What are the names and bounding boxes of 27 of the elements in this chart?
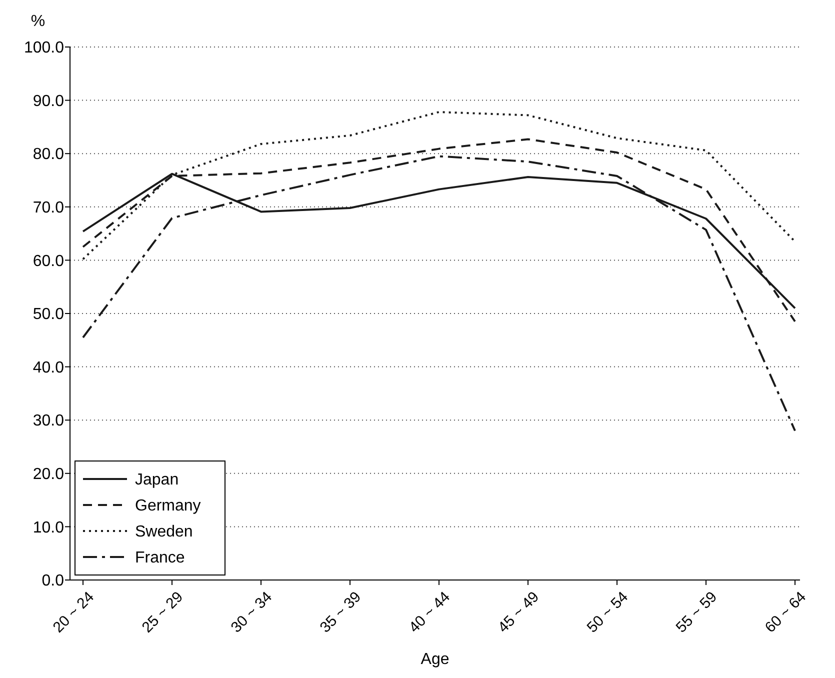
y-tick-label: 0.0 — [42, 572, 64, 590]
x-tick-label: 45 ~ 49 — [494, 588, 543, 636]
legend-label: Sweden — [135, 524, 193, 541]
x-tick-label: 20 ~ 24 — [50, 588, 98, 636]
y-tick-label: 30.0 — [32, 412, 64, 430]
y-tick-label: 60.0 — [32, 252, 64, 270]
line-series — [82, 155, 796, 432]
y-axis-title: % — [30, 13, 46, 30]
y-tick-label: 40.0 — [32, 359, 64, 376]
legend-label: France — [135, 550, 185, 567]
y-tick-label: 100.0 — [24, 40, 64, 57]
y-tick-label: 70.0 — [32, 200, 64, 216]
y-tick-label: 50.0 — [32, 306, 64, 324]
y-tick-label: 20.0 — [32, 466, 64, 483]
legend-label: Germany — [135, 498, 201, 515]
x-tick-label: 40 ~ 44 — [406, 588, 454, 636]
y-tick-label: 80.0 — [32, 146, 64, 164]
x-tick-label: 35 ~ 39 — [316, 588, 365, 636]
x-tick-label: 55 ~ 59 — [672, 588, 721, 636]
y-tick-label: 10.0 — [32, 519, 64, 536]
x-tick-label: 50 ~ 54 — [584, 588, 632, 636]
x-tick-label: 60 ~ 64 — [762, 588, 810, 636]
x-tick-label: 30 ~ 34 — [228, 588, 276, 636]
y-tick-label: 90.0 — [32, 92, 64, 110]
x-tick-label: 25 ~ 29 — [138, 588, 187, 636]
x-axis-title: Age — [420, 651, 450, 668]
legend-label: Japan — [135, 472, 179, 489]
